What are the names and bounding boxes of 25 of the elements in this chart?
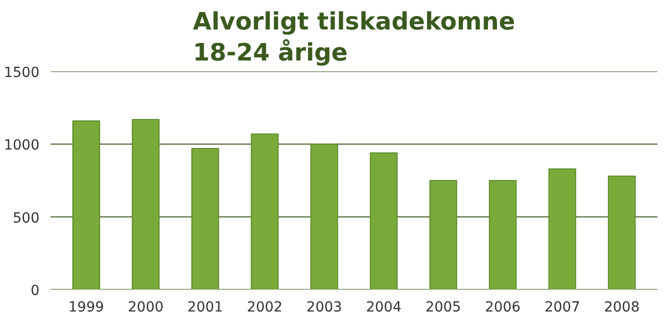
y-tick-label: 1500 (4, 65, 40, 81)
x-tick-label: 2004 (366, 300, 402, 314)
x-tick-label: 2000 (128, 300, 164, 314)
x-tick-label: 2007 (544, 300, 580, 314)
y-tick-label: 500 (12, 210, 40, 226)
bar (370, 152, 398, 290)
x-tick-label: 2005 (425, 300, 462, 314)
chart-title: Alvorligt tilskadekomne 18-24 årige (192, 8, 516, 66)
y-tick-label: 0 (30, 283, 40, 299)
bar (488, 180, 517, 290)
x-tick-label: 2001 (187, 300, 224, 314)
y-tick-label: 1000 (4, 138, 40, 154)
x-tick-label: 2006 (484, 300, 521, 314)
bar (429, 180, 458, 290)
bar (310, 144, 338, 290)
bar (548, 168, 576, 290)
x-tick-label: 1999 (68, 300, 104, 314)
bar (132, 118, 160, 290)
bar (608, 176, 636, 290)
x-tick-label: 2002 (246, 300, 283, 314)
bar (191, 148, 220, 290)
x-tick-label: 2003 (306, 300, 342, 314)
x-tick-label: 2008 (604, 300, 640, 314)
bar (72, 120, 100, 290)
bar (250, 133, 279, 290)
